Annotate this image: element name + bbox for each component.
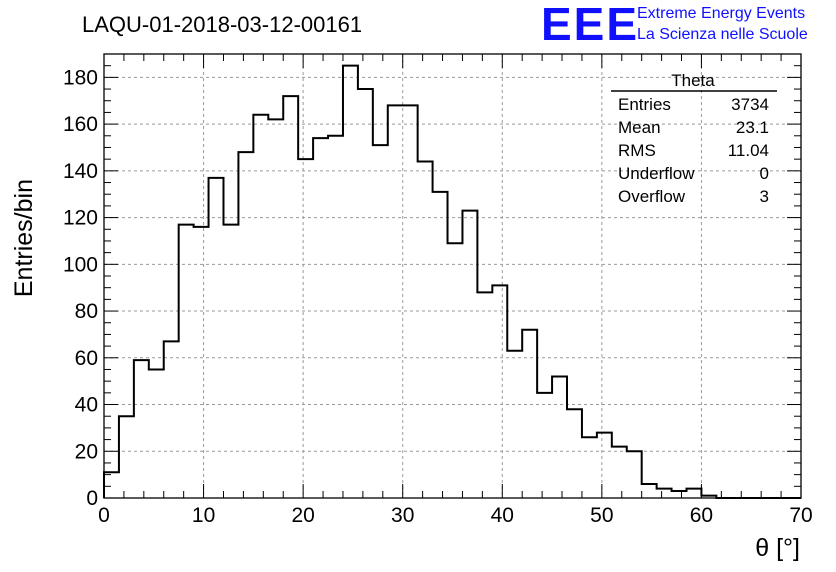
histogram-bin — [149, 369, 164, 498]
stat-value: 0 — [760, 164, 769, 183]
histogram-bin — [223, 225, 238, 498]
histogram-bin — [567, 409, 582, 498]
histogram-bin — [612, 447, 627, 498]
x-tick-label: 30 — [391, 504, 414, 527]
histogram-bin — [328, 136, 343, 498]
histogram-bin — [119, 416, 134, 498]
histogram-bin — [507, 351, 522, 498]
stats-title: Theta — [671, 71, 715, 90]
histogram-bin — [104, 472, 119, 498]
x-tick-label: 60 — [690, 504, 713, 527]
histogram-bin — [522, 330, 537, 498]
histogram-bin — [597, 433, 612, 498]
y-tick-label: 40 — [75, 394, 98, 417]
histogram-bin — [552, 376, 567, 498]
histogram-bin — [164, 341, 179, 498]
stat-label: Overflow — [618, 187, 686, 206]
y-tick-label: 20 — [75, 440, 98, 463]
y-tick-label: 80 — [75, 300, 98, 323]
stat-value: 23.1 — [736, 118, 769, 137]
histogram-bin — [403, 105, 418, 498]
stat-label: Mean — [618, 118, 661, 137]
histogram-bin — [582, 437, 597, 498]
histogram-bin — [537, 393, 552, 498]
x-tick-label: 0 — [98, 504, 110, 527]
logo-line2: La Scienza nelle Scuole — [637, 26, 808, 43]
logo-mark: EEE — [541, 0, 639, 50]
histogram-bin — [209, 178, 224, 498]
stats-box: Theta Entries 3734 Mean 23.1 RMS 11.04 U… — [611, 71, 777, 206]
stat-value: 11.04 — [728, 141, 769, 160]
histogram-bin — [373, 145, 388, 498]
axis-ticks — [103, 53, 802, 499]
x-tick-label: 50 — [590, 504, 613, 527]
grid-lines — [104, 54, 801, 498]
histogram-bin — [672, 491, 687, 498]
histogram-bin — [283, 96, 298, 498]
logo-line1: Extreme Energy Events — [637, 5, 805, 22]
histogram-bin — [642, 484, 657, 498]
y-tick-label: 0 — [86, 487, 98, 510]
eee-logo: EEE Extreme Energy Events La Scienza nel… — [541, 0, 808, 50]
plot-frame — [103, 53, 802, 499]
stat-label: Underflow — [618, 164, 695, 183]
histogram-bin — [313, 138, 328, 498]
histogram-bin — [448, 243, 463, 498]
histogram-bin — [388, 105, 403, 498]
histogram-bin — [238, 152, 253, 498]
x-tick-label: 70 — [789, 504, 812, 527]
y-tick-label: 180 — [63, 66, 98, 89]
chart-title: LAQU-01-2018-03-12-00161 — [82, 12, 362, 37]
y-tick-label: 120 — [63, 207, 98, 230]
stat-label: RMS — [618, 141, 656, 160]
y-tick-label: 100 — [63, 253, 98, 276]
histogram-bin — [627, 451, 642, 498]
stat-label: Entries — [618, 95, 671, 114]
x-axis-label: θ [°] — [755, 534, 800, 562]
histogram-bin — [268, 119, 283, 498]
histogram-outline — [103, 64, 801, 499]
histogram-bin — [358, 89, 373, 498]
histogram-bin — [492, 285, 507, 498]
histogram-bin — [657, 489, 672, 498]
x-tick-label: 40 — [491, 504, 514, 527]
stat-value: 3734 — [731, 95, 769, 114]
histogram-bin — [194, 227, 209, 498]
y-axis-label: Entries/bin — [10, 179, 38, 297]
histogram-bin — [134, 360, 149, 498]
histogram-bin — [343, 66, 358, 498]
histogram-bin — [462, 211, 477, 498]
histogram-bin — [433, 192, 448, 498]
x-tick-label: 10 — [192, 504, 215, 527]
histogram-bin — [686, 489, 701, 498]
stat-value: 3 — [760, 187, 769, 206]
histogram-bin — [179, 225, 194, 498]
histogram-bin — [418, 161, 433, 498]
x-tick-label: 20 — [291, 504, 314, 527]
histogram-bin — [477, 292, 492, 498]
histogram-bin — [253, 115, 268, 498]
histogram-bin — [298, 159, 313, 498]
y-tick-label: 60 — [75, 347, 98, 370]
y-tick-label: 160 — [63, 113, 98, 136]
y-tick-label: 140 — [63, 160, 98, 183]
histogram-bars — [103, 64, 801, 499]
